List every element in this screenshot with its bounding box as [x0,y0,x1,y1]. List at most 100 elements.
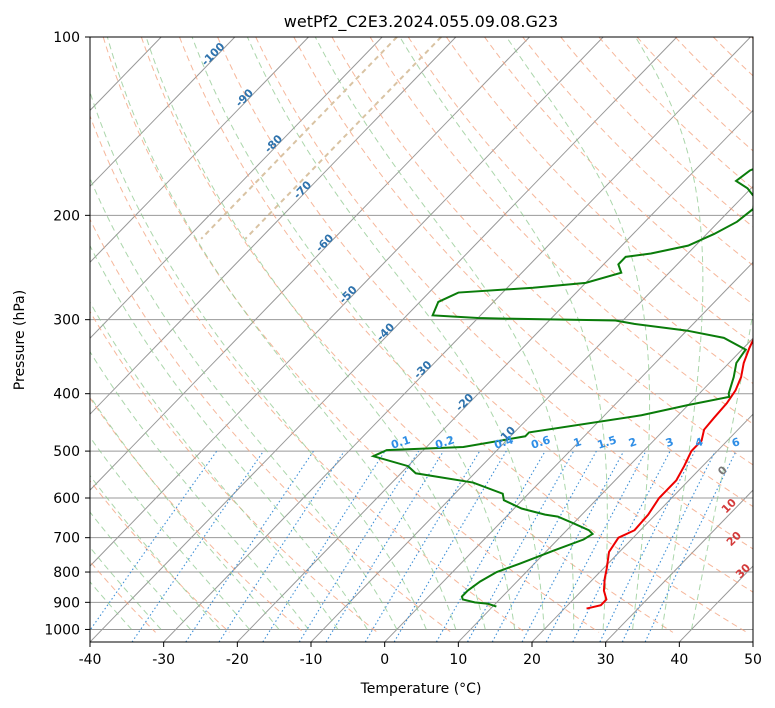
mixing-ratio-line [491,450,597,642]
mixing-ratio-label: 6 [730,435,742,450]
x-tick-label: -20 [226,652,249,668]
y-tick-label: 400 [53,387,80,403]
mixing-ratio-line [218,450,345,642]
dry-adiabat-line [179,37,748,633]
dry-adiabat-line [90,114,526,633]
x-tick-label: -10 [300,652,323,668]
dry-adiabats [90,37,753,633]
isotherm-line [90,37,457,415]
moist-adiabat-line [90,546,162,630]
x-axis: -40 -30 -20 -10 0 10 20 30 40 50 [79,642,762,668]
x-tick-label: -30 [152,652,175,668]
mixing-ratio-label: 0.2 [434,433,457,451]
y-tick-label: 200 [53,208,80,224]
mixing-ratio-label: 1 [572,435,583,450]
dry-adiabat-line [90,310,378,633]
mixing-ratio-line [467,450,575,642]
isotherm-line [90,37,236,188]
dry-adiabat-line [369,37,753,425]
dry-adiabat-line [293,37,753,508]
mixing-ratio-lines [90,450,737,642]
mixing-ratio-label: 0.4 [493,433,516,451]
moist-adiabat-line [90,581,133,630]
mixing-ratio-line [599,450,696,642]
dry-adiabat-line [445,37,753,345]
dry-adiabat-line [331,37,753,466]
moist-adiabat-line [506,37,651,630]
isotherm-line [90,37,530,491]
y-tick-label: 800 [53,565,80,581]
moist-adiabat-line [90,350,309,630]
moist-adiabat-line [90,436,250,630]
x-tick-label: 30 [597,652,615,668]
dewpoint-profile-line [370,168,753,608]
moist-adiabat-label: 40 [750,590,770,610]
mixing-ratio-label: 1.5 [596,433,619,451]
dry-adiabat-line [407,37,753,385]
dry-adiabat-line [522,37,753,267]
isotherm-line [310,185,753,642]
dry-adiabat-line [255,37,753,550]
isotherm-grid [90,37,753,642]
y-tick-label: 600 [53,491,80,507]
x-tick-label: 40 [670,652,688,668]
isotherm-line [163,37,751,642]
mixing-ratio-line [90,450,218,632]
mixing-ratio-label: 3 [664,435,675,450]
isotherm-line [236,109,753,642]
dry-adiabat-line [560,37,753,228]
moist-adiabat-line [90,244,368,630]
y-axis-label: Pressure (hPa) [12,290,28,390]
moist-adiabat-line [90,90,427,630]
chart-title: wetPf2_C2E3.2024.055.09.08.G23 [284,12,558,32]
mixing-ratio-line [131,450,265,642]
frost-curve-line [244,37,442,240]
y-tick-label: 700 [53,531,80,547]
mixing-ratio-label: 2 [627,435,638,450]
x-tick-label: 20 [523,652,541,668]
mixing-ratio-label: 0.1 [389,433,412,451]
mixing-ratio-label: 4 [693,435,705,450]
mixing-ratio-label: 0.6 [529,433,552,451]
x-tick-label: 0 [380,652,389,668]
frost-lines [200,37,442,240]
isotherm-line [90,37,383,339]
frost-curve-line [200,37,398,240]
mixing-ratio-line [572,450,671,642]
isotherm-line [605,489,753,642]
moist-adiabat-line [90,301,339,630]
sounding-profiles [370,168,753,610]
x-tick-label: 50 [744,652,762,668]
isotherm-line [90,37,678,642]
x-axis-label: Temperature (°C) [360,681,482,697]
x-tick-label: -40 [79,652,102,668]
isotherm-line [90,37,309,263]
moist-adiabat-line [145,37,486,630]
mixing-ratio-line [185,450,314,642]
mixing-ratio-line [262,450,386,642]
moist-adiabat-line [635,37,704,630]
y-tick-label: 300 [53,313,80,329]
y-tick-label: 900 [53,595,80,611]
dry-adiabat-line [102,37,600,633]
y-tick-label: 1000 [44,622,80,638]
moist-adiabat-line [106,37,457,630]
moist-adiabat-line [399,37,608,630]
moist-adiabat-line [691,309,753,630]
y-tick-label: 500 [53,444,80,460]
plot-area: -100-90-80-70-60-50-40-30-20-100.1 0.2 0.4… [90,37,770,642]
plot-frame [89,36,754,643]
moist-adiabat-line [90,177,398,630]
x-tick-label: 10 [449,652,467,668]
moist-adiabat-line [191,37,516,630]
moist-adiabat-line [246,37,545,630]
dry-adiabat-line [90,397,304,633]
temperature-profile-line [586,337,753,610]
dry-adiabat-line [217,37,753,593]
mixing-ratio-line [521,450,625,642]
y-axis: 100 200 300 400 500 600 700 800 900 1000 [44,30,90,638]
isotherm-line [90,37,604,567]
y-tick-label: 100 [53,30,80,46]
dry-adiabat-line [90,479,230,633]
